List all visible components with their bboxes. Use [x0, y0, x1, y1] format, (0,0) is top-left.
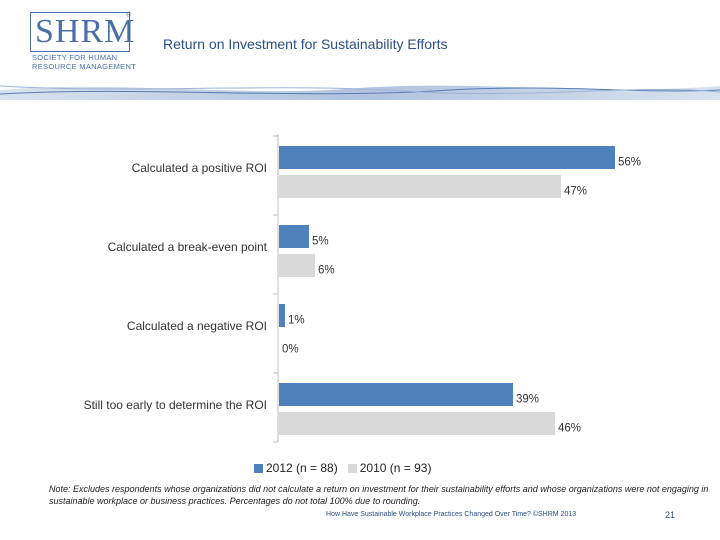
data-label: 46% [558, 423, 581, 435]
source-line: How Have Sustainable Workplace Practices… [326, 511, 577, 518]
bar-2012 [279, 225, 309, 248]
logo-registered-mark: ® [126, 12, 132, 19]
bar-2010 [279, 412, 555, 435]
legend-swatch-2012 [254, 463, 263, 473]
data-label: 6% [318, 265, 335, 277]
bar-2010 [279, 254, 315, 277]
logo-box: SHRM [30, 12, 134, 52]
legend-label-2010: 2010 (n = 93) [359, 461, 432, 475]
chart-legend: 2012 (n = 88) 2010 (n = 93) [254, 461, 441, 475]
logo-wordmark: SHRM [35, 13, 136, 50]
bar-2010 [279, 175, 561, 198]
page-title: Return on Investment for Sustainability … [163, 36, 448, 52]
data-label: 39% [516, 394, 539, 406]
legend-swatch-2010 [347, 463, 357, 473]
data-label: 56% [618, 157, 641, 169]
bar-2012 [279, 304, 285, 327]
data-label: 0% [282, 344, 299, 356]
legend-item-2010: 2010 (n = 93) [347, 461, 432, 475]
logo-subtitle-line-2: RESOURCE MANAGEMENT [32, 62, 137, 71]
legend-label-2012: 2012 (n = 88) [266, 461, 338, 475]
data-label: 5% [312, 236, 329, 248]
roi-bar-chart: Calculated a positive ROI 56% 47% Calculate… [84, 134, 641, 443]
data-label: 1% [288, 315, 305, 327]
shrm-logo: SHRM ® SOCIETY FOR HUMAN RESOURCE MANAGE… [30, 12, 137, 74]
logo-subtitle-line-1: SOCIETY FOR HUMAN [32, 53, 118, 62]
footnote: Note: Excludes respondents whose organiz… [49, 484, 709, 506]
header-banner [0, 85, 720, 100]
page-number: 21 [665, 510, 676, 520]
data-label: 47% [564, 186, 587, 198]
bar-2012 [279, 383, 513, 406]
category-label: Still too early to determine the ROI [84, 398, 267, 412]
bar-2012 [279, 146, 615, 169]
category-label: Calculated a negative ROI [127, 319, 267, 333]
category-label: Calculated a break-even point [108, 240, 268, 254]
legend-item-2012: 2012 (n = 88) [254, 461, 338, 475]
category-label: Calculated a positive ROI [132, 161, 267, 175]
